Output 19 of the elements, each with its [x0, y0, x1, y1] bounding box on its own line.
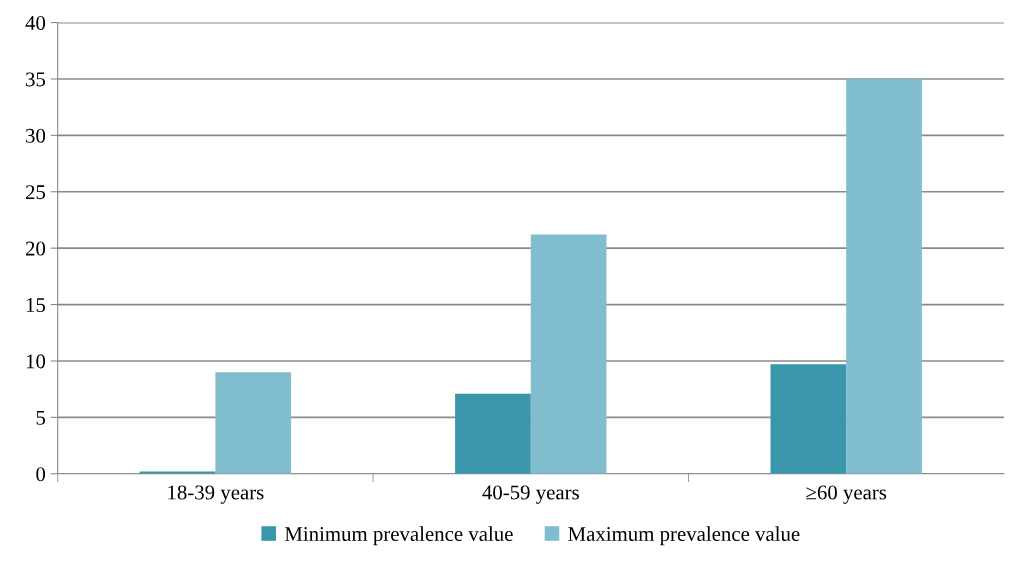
y-tick-label: 40	[25, 15, 46, 30]
bar	[770, 364, 847, 474]
bar	[846, 78, 922, 474]
y-tick-label: 15	[26, 298, 46, 312]
y-tick-label: 30	[26, 128, 46, 143]
y-tick-label: 10	[26, 354, 46, 369]
legend-label: Maximum prevalence value	[568, 526, 800, 546]
y-tick-label: 5	[36, 410, 46, 425]
x-tick-label: ≥60 years	[806, 485, 887, 504]
y-tick-label: 20	[25, 241, 46, 256]
y-tick-label: 25	[25, 185, 46, 200]
y-tick-label: 35	[26, 72, 46, 87]
legend-label: Minimum prevalence value	[284, 526, 513, 546]
x-tick-label: 40-59 years	[482, 485, 579, 504]
y-tick-label: 0	[36, 467, 46, 482]
bar	[215, 372, 292, 474]
bar	[455, 393, 531, 474]
x-tick-label: 18-39 years	[168, 485, 264, 504]
bar	[530, 234, 607, 474]
